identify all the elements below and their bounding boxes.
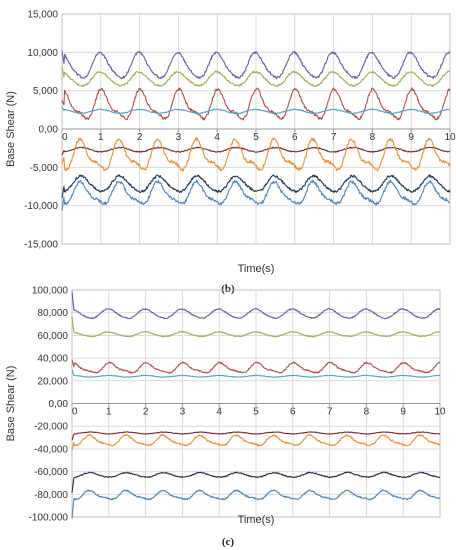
y-tick-label: -15,000 (24, 240, 58, 251)
y-tick-label: 15,000 (27, 10, 58, 21)
chart-panel-c: 100,000 80,000 60,000 40,000 20,000 0,00 -20,0… (5, 286, 446, 549)
x-tick-label: 2 (137, 132, 143, 143)
series-line-2 (71, 316, 441, 338)
y-tick-label: 40,000 (37, 354, 68, 365)
y-tick-label: -100,000 (29, 513, 69, 524)
x-tick-label: 4 (214, 132, 220, 143)
y-tick-label: -20,000 (34, 422, 68, 433)
y-tick-label: 20,000 (37, 376, 68, 387)
x-tick-label: 10 (434, 407, 446, 418)
series-line-6 (61, 137, 451, 172)
x-tick-label: 6 (292, 132, 298, 143)
x-axis-title: Time(s) (238, 514, 275, 526)
series-line-3 (61, 87, 451, 121)
panel-caption: (b) (221, 283, 235, 295)
x-tick-label: 2 (143, 407, 149, 418)
y-tick-label: -80,000 (34, 490, 68, 501)
x-axis-title: Time(s) (238, 263, 275, 275)
y-tick-label: -5,000 (30, 163, 59, 174)
x-tick-label: 0 (62, 132, 68, 143)
y-tick-label: 60,000 (37, 331, 68, 342)
y-tick-label: -10,000 (24, 201, 58, 212)
x-tick-label: 8 (370, 132, 376, 143)
series-line-5 (71, 431, 441, 441)
series-line-8 (61, 179, 451, 211)
x-tick-label: 7 (331, 132, 337, 143)
y-tick-label: 5,000 (33, 86, 58, 97)
x-tick-label: 7 (327, 407, 333, 418)
x-tick-label: 3 (176, 132, 182, 143)
x-tick-label: 6 (290, 407, 296, 418)
chart-panel-b: 15,000 10,000 5,000 0,00 -5,000 -10,000 -15,00… (5, 10, 456, 296)
y-axis-title: Base Shear (N) (5, 366, 17, 442)
series-line-4 (71, 369, 441, 378)
series-line-4 (61, 106, 451, 115)
y-tick-label: 10,000 (27, 48, 58, 59)
series-line-3 (71, 359, 441, 374)
y-tick-label: 0,00 (39, 125, 59, 136)
y-tick-label: -40,000 (34, 444, 68, 455)
series-line-6 (71, 433, 441, 451)
x-tick-label: 10 (444, 132, 456, 143)
y-tick-label: -60,000 (34, 467, 68, 478)
y-tick-label: 100,000 (32, 286, 69, 297)
y-axis-title: Base Shear (N) (5, 91, 17, 167)
series-line-7 (61, 174, 451, 199)
x-tick-label: 5 (253, 407, 259, 418)
series-line-1 (61, 50, 451, 80)
y-tick-label: 80,000 (37, 308, 68, 319)
series-line-1 (71, 291, 441, 320)
series-line-2 (61, 66, 451, 88)
x-tick-label: 1 (98, 132, 104, 143)
panel-caption: (c) (222, 536, 235, 548)
series-line-8 (71, 489, 441, 519)
x-tick-label: 3 (180, 407, 186, 418)
x-tick-label: 9 (400, 407, 406, 418)
x-tick-label: 9 (408, 132, 414, 143)
x-tick-label: 0 (72, 407, 78, 418)
y-tick-label: 0,00 (49, 399, 69, 410)
x-tick-label: 8 (364, 407, 370, 418)
x-tick-label: 1 (106, 407, 112, 418)
x-tick-label: 4 (216, 407, 222, 418)
series-line-7 (71, 471, 441, 493)
x-tick-label: 5 (253, 132, 259, 143)
